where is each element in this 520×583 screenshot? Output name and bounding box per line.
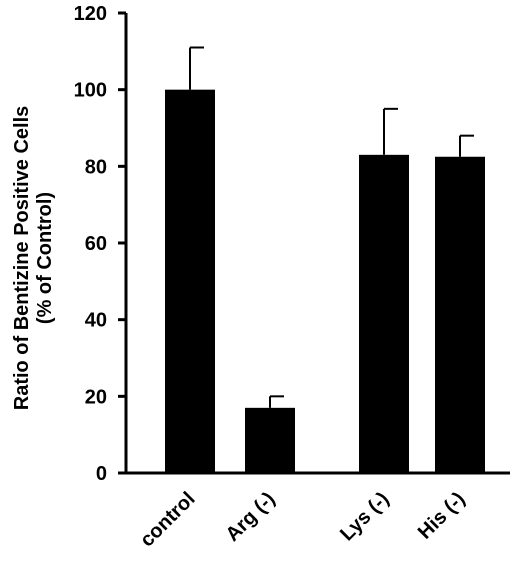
y-tick-label: 40 <box>85 310 107 332</box>
x-tick-label: Lys (-) <box>336 488 393 545</box>
bar <box>435 156 485 473</box>
bar <box>359 154 409 474</box>
y-tick-label: 0 <box>96 463 107 485</box>
y-tick-label: 60 <box>85 233 107 255</box>
y-axis-title: Ratio of Bentizine Positive Cells (% of … <box>11 106 56 411</box>
y-axis-title-line1: Ratio of Bentizine Positive Cells <box>11 106 33 411</box>
x-tick-label: His (-) <box>414 488 470 544</box>
bar <box>165 89 215 474</box>
y-axis-title-line2: (% of Control) <box>34 192 56 324</box>
y-tick-label: 20 <box>85 386 107 408</box>
y-tick-label: 80 <box>85 156 107 178</box>
plot-area: 0 20 40 60 80 100 120 control Arg (-) Lys (-) His … <box>74 3 510 551</box>
y-tick-label: 100 <box>74 80 107 102</box>
bar <box>245 407 295 473</box>
x-tick-label: control <box>136 488 199 551</box>
x-tick-label: Arg (-) <box>222 488 280 546</box>
y-tick-label: 120 <box>74 3 107 25</box>
